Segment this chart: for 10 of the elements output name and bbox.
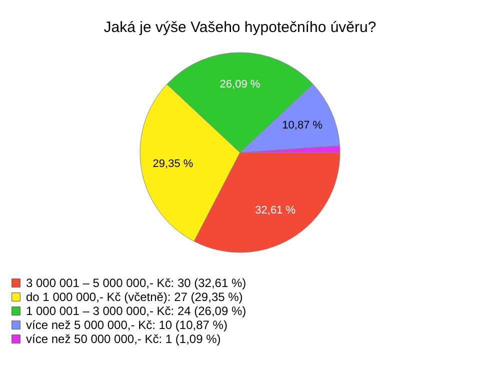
legend-label: do 1 000 000,- Kč (včetně): 27 (29,35 %) bbox=[26, 290, 243, 304]
data-label: 29,35 % bbox=[152, 158, 194, 170]
legend-label: více než 5 000 000,- Kč: 10 (10,87 %) bbox=[26, 318, 228, 332]
data-label: 10,87 % bbox=[282, 119, 323, 132]
legend-label: 3 000 001 – 5 000 000,- Kč: 30 (32,61 %) bbox=[26, 276, 246, 290]
data-label: 26,09 % bbox=[220, 78, 260, 90]
data-label: 32,61 % bbox=[255, 204, 296, 217]
legend-label: více než 50 000 000,- Kč: 1 (1,09 %) bbox=[26, 332, 221, 346]
chart-title: Jaká je výše Vašeho hypotečního úvěru? bbox=[104, 19, 376, 36]
legend-label: 1 000 001 – 3 000 000,- Kč: 24 (26,09 %) bbox=[26, 304, 246, 318]
